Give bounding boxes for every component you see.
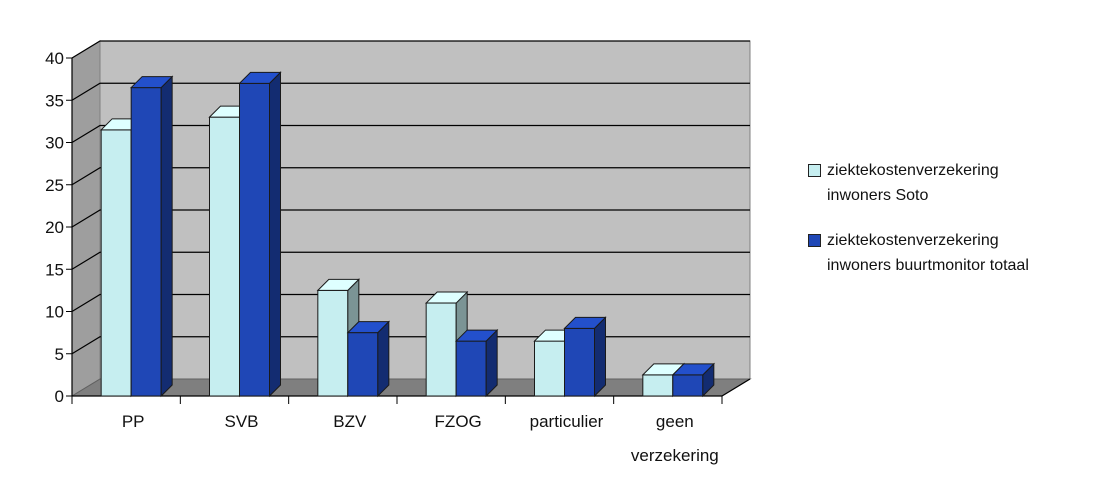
gridline — [71, 293, 750, 313]
bar-top-buurtmonitor — [238, 71, 282, 84]
bar-buurtmonitor — [455, 340, 487, 397]
y-tick-label: 5 — [55, 345, 64, 364]
bar-soto — [425, 302, 457, 397]
bar-soto — [534, 340, 565, 397]
x-tick-label-line: SVB — [224, 412, 258, 431]
y-tick-label: 20 — [45, 218, 64, 237]
y-tick-label: 0 — [55, 387, 64, 406]
gridline — [71, 336, 750, 355]
legend-item-soto: ziektekostenverzekering inwoners Soto — [808, 158, 1108, 208]
bar-buurtmonitor — [564, 327, 595, 397]
y-tick-label: 40 — [45, 49, 64, 68]
gridline — [71, 40, 750, 59]
bar-top-buurtmonitor — [454, 329, 499, 342]
legend-label-soto: ziektekostenverzekering inwoners Soto — [827, 162, 999, 204]
bar-soto — [642, 374, 674, 397]
x-axis-depth-line — [721, 378, 751, 397]
bar-side-buurtmonitor — [269, 71, 281, 398]
legend-item-buurtmonitor: ziektekostenverzekering inwoners buurtmo… — [808, 228, 1108, 278]
x-tick-label-line: FZOG — [435, 412, 482, 431]
bar-top-soto — [424, 291, 469, 304]
gridline — [71, 82, 750, 101]
bar-buurtmonitor — [130, 87, 162, 397]
legend-swatch-soto — [808, 164, 821, 177]
gridline — [71, 167, 750, 186]
y-tick-label: 25 — [45, 176, 64, 195]
gridline — [71, 209, 750, 228]
y-tick-label: 15 — [45, 260, 64, 279]
y-tick-label: 10 — [45, 303, 64, 322]
bar-top-buurtmonitor — [346, 321, 391, 334]
x-tick-label-line: geen — [656, 412, 694, 431]
bar-top-buurtmonitor — [563, 316, 607, 329]
legend-label-buurtmonitor: ziektekostenverzekering inwoners buurtmo… — [827, 232, 1029, 274]
x-tick-label-line: PP — [122, 412, 145, 431]
x-tick-label-line: BZV — [333, 412, 367, 431]
bar-side-buurtmonitor — [377, 320, 390, 398]
bar-soto — [209, 116, 240, 397]
x-tick-label: geen verzekering — [631, 412, 719, 465]
bar-side-buurtmonitor — [594, 316, 606, 398]
x-tick-label: SVB — [224, 412, 258, 431]
bar-soto — [317, 289, 349, 397]
x-tick-label-line: particulier — [530, 412, 604, 431]
bar-buurtmonitor — [672, 374, 704, 397]
bar-top-soto — [316, 278, 361, 291]
x-tick-label-line: verzekering — [631, 446, 719, 465]
gridline — [71, 124, 750, 144]
bar-side-buurtmonitor — [160, 75, 173, 398]
y-tick-label: 35 — [45, 91, 64, 110]
bar-top-buurtmonitor — [129, 76, 174, 89]
bar-buurtmonitor — [347, 332, 379, 397]
x-tick-label: FZOG — [435, 412, 482, 431]
x-tick-label: BZV — [333, 412, 367, 431]
legend: ziektekostenverzekering inwoners Soto zi… — [808, 158, 1108, 298]
bar-top-buurtmonitor — [671, 363, 716, 376]
y-tick-label: 30 — [45, 134, 64, 153]
x-tick-label: particulier — [530, 412, 604, 431]
gridline — [71, 251, 750, 270]
x-tick-label: PP — [122, 412, 145, 431]
bar-soto — [100, 129, 132, 397]
bar-buurtmonitor — [239, 82, 270, 397]
legend-swatch-buurtmonitor — [808, 234, 821, 247]
